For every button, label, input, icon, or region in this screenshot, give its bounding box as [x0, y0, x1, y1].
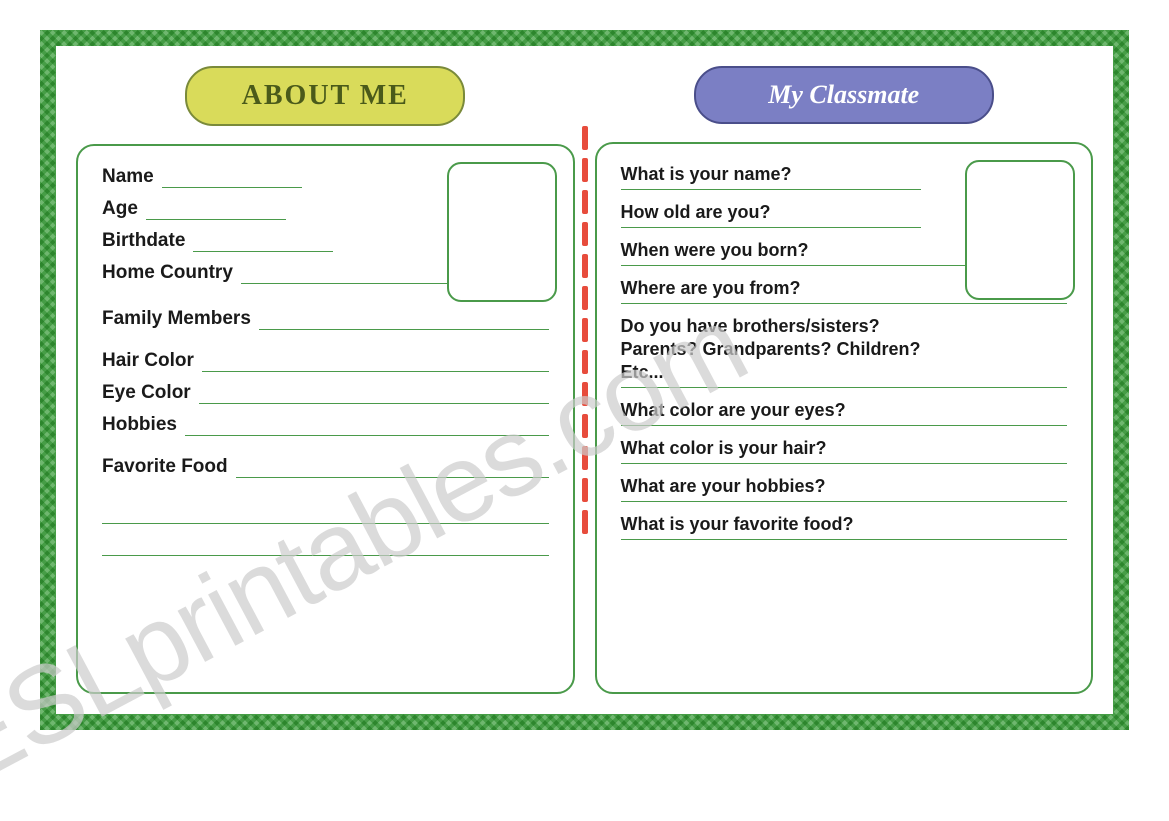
field-label: Favorite Food	[102, 456, 228, 478]
field-label: Age	[102, 198, 138, 220]
field-line	[259, 312, 549, 330]
dash-icon	[582, 126, 588, 150]
field-hair-color[interactable]: Hair Color	[102, 350, 549, 372]
field-favorite-food[interactable]: Favorite Food	[102, 456, 549, 478]
question-hair[interactable]: What color is your hair?	[621, 438, 1068, 464]
dash-icon	[582, 286, 588, 310]
field-line	[199, 386, 549, 404]
question-family-line2: Parents? Grandparents? Children?	[621, 339, 1068, 360]
field-line	[146, 202, 286, 220]
field-hobbies[interactable]: Hobbies	[102, 414, 549, 436]
field-line	[185, 418, 549, 436]
dash-icon	[582, 350, 588, 374]
photo-placeholder-right[interactable]	[965, 160, 1075, 300]
field-line	[162, 170, 302, 188]
blank-line[interactable]	[102, 534, 549, 556]
question-eyes[interactable]: What color are your eyes?	[621, 400, 1068, 426]
field-label: Hobbies	[102, 414, 177, 436]
about-me-panel: ABOUT ME Name Age Birthdate Home Country	[76, 66, 575, 694]
center-divider	[575, 66, 595, 694]
dash-icon	[582, 446, 588, 470]
about-me-title: ABOUT ME	[185, 66, 465, 126]
worksheet-inner: ABOUT ME Name Age Birthdate Home Country	[56, 46, 1113, 714]
worksheet-outer-border: ABOUT ME Name Age Birthdate Home Country	[40, 30, 1129, 730]
about-me-card: Name Age Birthdate Home Country F	[76, 144, 575, 694]
question-family-line3[interactable]: Etc...	[621, 362, 1068, 388]
photo-placeholder-left[interactable]	[447, 162, 557, 302]
field-line	[236, 460, 549, 478]
field-label: Hair Color	[102, 350, 194, 372]
question-family-line1: Do you have brothers/sisters?	[621, 316, 1068, 337]
field-label: Family Members	[102, 308, 251, 330]
dash-icon	[582, 510, 588, 534]
field-eye-color[interactable]: Eye Color	[102, 382, 549, 404]
dash-icon	[582, 414, 588, 438]
question-name[interactable]: What is your name?	[621, 164, 921, 190]
field-line	[202, 354, 549, 372]
dash-icon	[582, 478, 588, 502]
field-label: Home Country	[102, 262, 233, 284]
field-family-members[interactable]: Family Members	[102, 308, 549, 330]
question-age[interactable]: How old are you?	[621, 202, 921, 228]
dash-icon	[582, 382, 588, 406]
classmate-panel: My Classmate What is your name? How old …	[595, 66, 1094, 694]
dash-icon	[582, 222, 588, 246]
field-label: Name	[102, 166, 154, 188]
field-label: Eye Color	[102, 382, 191, 404]
dash-icon	[582, 254, 588, 278]
dash-icon	[582, 318, 588, 342]
dash-icon	[582, 158, 588, 182]
question-food[interactable]: What is your favorite food?	[621, 514, 1068, 540]
dash-icon	[582, 190, 588, 214]
field-label: Birthdate	[102, 230, 185, 252]
classmate-title: My Classmate	[694, 66, 994, 124]
blank-line[interactable]	[102, 502, 549, 524]
question-hobbies[interactable]: What are your hobbies?	[621, 476, 1068, 502]
field-line	[193, 234, 333, 252]
classmate-card: What is your name? How old are you? When…	[595, 142, 1094, 694]
